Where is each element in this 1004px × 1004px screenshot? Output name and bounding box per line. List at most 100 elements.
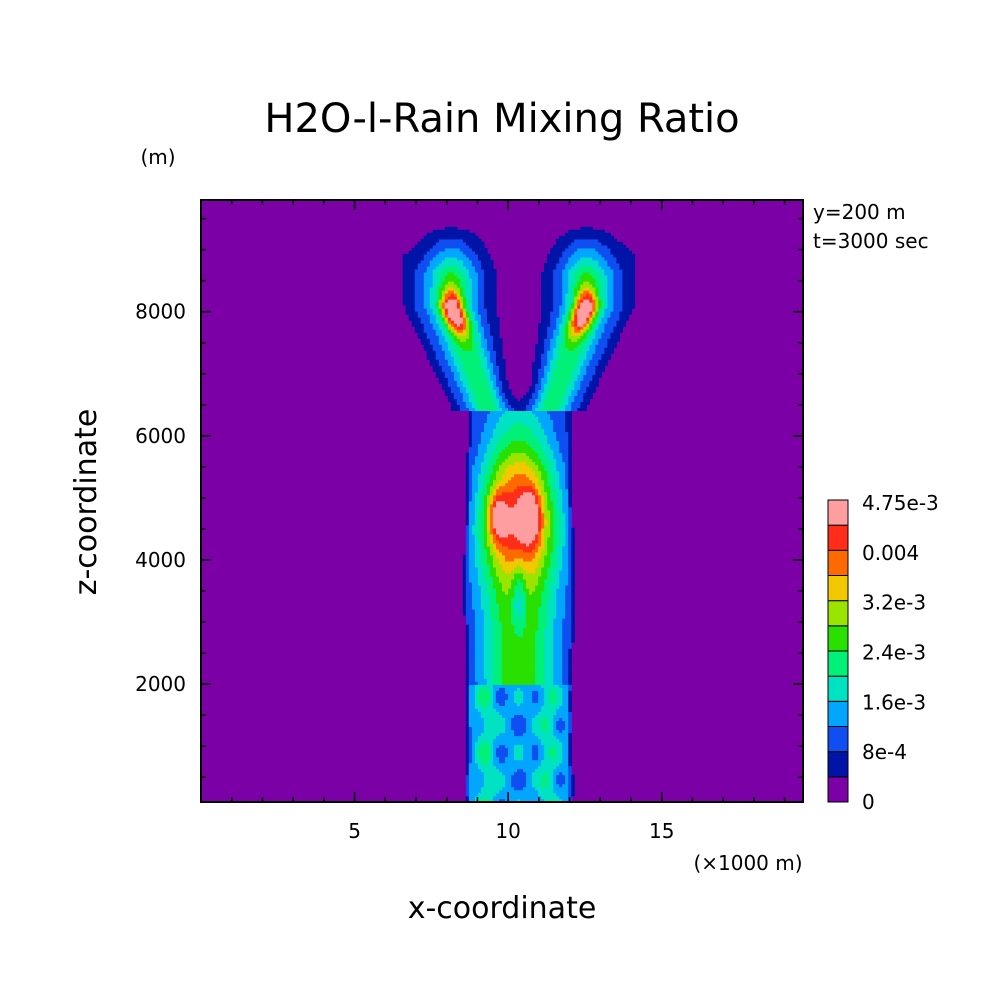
contour-cell <box>601 302 605 306</box>
contour-cell <box>583 347 590 351</box>
contour-cell <box>465 548 470 553</box>
contour-cell <box>538 624 548 628</box>
contour-cell <box>477 305 485 309</box>
contour-cell <box>532 557 539 562</box>
contour-cell <box>489 332 500 336</box>
contour-cell <box>492 666 503 670</box>
contour-cell <box>565 232 611 237</box>
contour-cell <box>568 693 572 697</box>
contour-cell <box>550 521 554 526</box>
contour-cell <box>474 696 479 700</box>
contour-cell <box>444 308 449 312</box>
contour-cell <box>514 533 536 538</box>
contour-cell <box>553 524 560 529</box>
contour-cell <box>492 750 497 755</box>
contour-cell <box>471 732 482 737</box>
contour-cell <box>571 551 575 556</box>
contour-cell <box>514 603 524 607</box>
contour-cell <box>574 368 581 372</box>
contour-cell <box>447 347 455 351</box>
contour-cell <box>511 621 527 625</box>
contour-cell <box>505 554 536 559</box>
contour-cell <box>462 572 467 577</box>
contour-cell <box>465 299 470 303</box>
contour-cell <box>474 515 479 520</box>
contour-cell <box>471 497 476 502</box>
contour-cell <box>453 338 461 342</box>
contour-cell <box>562 702 569 706</box>
y-unit-label: (m) <box>140 145 175 169</box>
contour-cell <box>532 362 542 366</box>
contour-cell <box>592 293 596 297</box>
contour-cell <box>468 395 476 399</box>
contour-cell <box>520 578 527 583</box>
contour-cell <box>468 566 479 571</box>
contour-cell <box>556 338 563 342</box>
x-tick-label: 10 <box>495 819 520 843</box>
contour-cell <box>562 678 569 682</box>
contour-cell <box>541 777 548 782</box>
contour-cell <box>553 290 563 294</box>
contour-cell <box>523 633 536 637</box>
contour-cell <box>622 296 636 300</box>
contour-cell <box>613 280 623 285</box>
contour-cell <box>465 654 470 658</box>
contour-cell <box>559 308 566 312</box>
contour-cell <box>486 509 491 514</box>
contour-cell <box>577 374 584 378</box>
contour-cell <box>568 443 572 448</box>
contour-cell <box>526 404 533 408</box>
contour-cell <box>483 795 488 800</box>
contour-cell <box>462 317 467 321</box>
contour-cell <box>477 515 485 520</box>
contour-cell <box>495 404 500 408</box>
contour-cell <box>598 341 608 345</box>
y-axis-label: z-coordinate <box>69 409 104 596</box>
contour-cell <box>414 274 425 279</box>
contour-cell <box>480 356 488 360</box>
contour-cell <box>574 326 578 330</box>
contour-cell <box>571 374 578 378</box>
contour-cell <box>468 461 476 466</box>
contour-cell <box>492 581 503 586</box>
contour-cell <box>483 545 491 550</box>
contour-cell <box>480 551 488 556</box>
contour-cell <box>502 681 536 685</box>
contour-cell <box>544 636 554 640</box>
contour-cell <box>465 735 470 740</box>
contour-cell <box>553 636 563 640</box>
contour-cell <box>598 323 605 327</box>
contour-cell <box>495 497 518 502</box>
contour-cell <box>553 521 560 526</box>
contour-cell <box>607 286 614 291</box>
contour-cell <box>541 274 554 279</box>
contour-cell <box>477 274 485 279</box>
contour-cell <box>486 446 497 451</box>
contour-cell <box>465 518 470 523</box>
contour-cell <box>495 458 506 463</box>
contour-cell <box>444 296 449 300</box>
x-axis-label: x-coordinate <box>408 891 597 926</box>
contour-cell <box>535 660 545 664</box>
contour-cell <box>544 464 551 469</box>
contour-cell <box>535 350 545 354</box>
contour-cell <box>468 672 476 676</box>
contour-cell <box>505 777 512 782</box>
contour-cell <box>532 747 539 752</box>
contour-cell <box>568 768 572 773</box>
contour-cell <box>483 609 491 613</box>
contour-cell <box>447 335 455 339</box>
contour-cell <box>486 356 491 360</box>
contour-cell <box>592 265 602 270</box>
contour-cell <box>477 452 485 457</box>
contour-cell <box>465 696 470 700</box>
contour-cell <box>486 359 491 363</box>
contour-cell <box>468 551 476 556</box>
contour-cell <box>492 648 503 652</box>
contour-cell <box>553 729 560 734</box>
contour-cell <box>511 404 527 408</box>
contour-cell <box>471 437 482 442</box>
contour-cell <box>489 536 494 541</box>
contour-cell <box>465 569 470 574</box>
contour-cell <box>577 293 581 297</box>
